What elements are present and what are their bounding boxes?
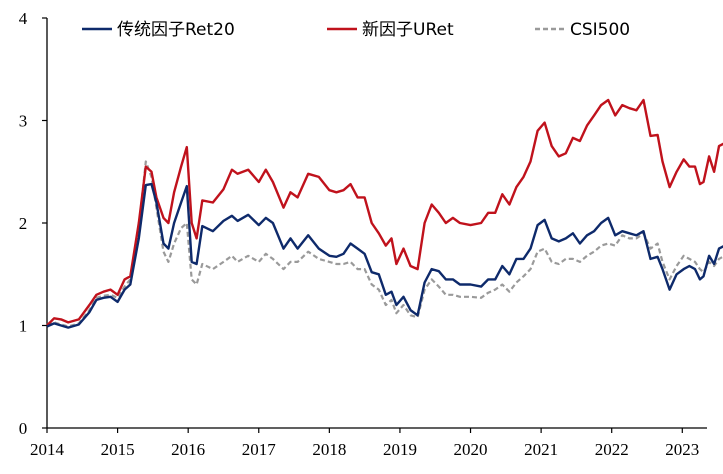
x-tick-label-2020: 2020 <box>454 440 488 459</box>
x-tick-label-2023: 2023 <box>665 440 699 459</box>
legend: 传统因子Ret20 新因子URet CSI500 <box>82 20 630 40</box>
y-tick-label-0: 0 <box>19 419 28 438</box>
y-tick-label-2: 2 <box>19 214 28 233</box>
legend-item-ret20: 传统因子Ret20 <box>82 20 235 40</box>
legend-label-ret20: 传统因子Ret20 <box>117 20 235 40</box>
series-line-uret <box>46 98 723 327</box>
legend-item-csi500: CSI500 <box>535 20 630 40</box>
legend-label-uret: 新因子URet <box>362 20 454 40</box>
x-tick-label-2022: 2022 <box>595 440 629 459</box>
x-axis-ticks: 2014 2015 2016 2017 2018 2019 2020 2021 2022 2023 <box>30 428 699 459</box>
y-tick-label-1: 1 <box>19 317 28 336</box>
x-tick-label-2019: 2019 <box>383 440 417 459</box>
series-lines <box>46 98 723 329</box>
series-line-ret20 <box>46 182 723 329</box>
x-tick-label-2018: 2018 <box>312 440 346 459</box>
x-tick-label-2016: 2016 <box>171 440 205 459</box>
y-tick-label-4: 4 <box>19 9 28 28</box>
series-line-csi500 <box>46 160 723 328</box>
y-axis-ticks: 0 1 2 3 4 <box>19 9 47 438</box>
y-tick-label-3: 3 <box>19 112 28 131</box>
x-tick-label-2021: 2021 <box>524 440 558 459</box>
legend-item-uret: 新因子URet <box>327 20 454 40</box>
x-tick-label-2017: 2017 <box>242 440 277 459</box>
x-tick-label-2015: 2015 <box>101 440 135 459</box>
x-tick-label-2014: 2014 <box>30 440 65 459</box>
legend-label-csi500: CSI500 <box>570 20 630 40</box>
